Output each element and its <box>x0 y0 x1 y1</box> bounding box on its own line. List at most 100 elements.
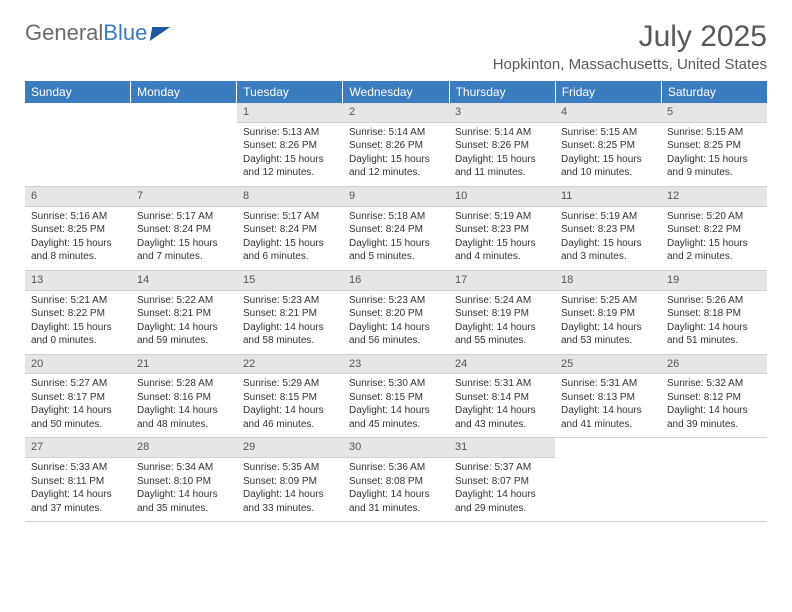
day-body: Sunrise: 5:23 AMSunset: 8:20 PMDaylight:… <box>343 291 449 354</box>
daylight-text: Daylight: 15 hours and 0 minutes. <box>31 321 125 348</box>
sunset-text: Sunset: 8:24 PM <box>137 223 231 237</box>
day-cell: 15Sunrise: 5:23 AMSunset: 8:21 PMDayligh… <box>237 271 343 354</box>
header: GeneralBlue July 2025 Hopkinton, Massach… <box>25 20 767 73</box>
day-cell: 6Sunrise: 5:16 AMSunset: 8:25 PMDaylight… <box>25 187 131 270</box>
daylight-text: Daylight: 14 hours and 48 minutes. <box>137 404 231 431</box>
day-cell: 16Sunrise: 5:23 AMSunset: 8:20 PMDayligh… <box>343 271 449 354</box>
sunset-text: Sunset: 8:25 PM <box>667 139 761 153</box>
day-body: Sunrise: 5:21 AMSunset: 8:22 PMDaylight:… <box>25 291 131 354</box>
day-cell: 7Sunrise: 5:17 AMSunset: 8:24 PMDaylight… <box>131 187 237 270</box>
sunset-text: Sunset: 8:16 PM <box>137 391 231 405</box>
calendar: SundayMondayTuesdayWednesdayThursdayFrid… <box>25 81 767 522</box>
sunset-text: Sunset: 8:25 PM <box>31 223 125 237</box>
sunset-text: Sunset: 8:07 PM <box>455 475 549 489</box>
sunset-text: Sunset: 8:21 PM <box>137 307 231 321</box>
daylight-text: Daylight: 15 hours and 12 minutes. <box>349 153 443 180</box>
daylight-text: Daylight: 15 hours and 7 minutes. <box>137 237 231 264</box>
day-number: 5 <box>661 103 767 123</box>
day-number: 25 <box>555 355 661 375</box>
sunrise-text: Sunrise: 5:30 AM <box>349 377 443 391</box>
sunrise-text: Sunrise: 5:17 AM <box>243 210 337 224</box>
day-header-cell: Saturday <box>662 81 767 103</box>
day-number: 13 <box>25 271 131 291</box>
day-cell: 31Sunrise: 5:37 AMSunset: 8:07 PMDayligh… <box>449 438 555 521</box>
day-cell: 14Sunrise: 5:22 AMSunset: 8:21 PMDayligh… <box>131 271 237 354</box>
day-body: Sunrise: 5:16 AMSunset: 8:25 PMDaylight:… <box>25 207 131 270</box>
sunrise-text: Sunrise: 5:19 AM <box>455 210 549 224</box>
day-number: 29 <box>237 438 343 458</box>
daylight-text: Daylight: 15 hours and 5 minutes. <box>349 237 443 264</box>
day-cell <box>555 438 661 521</box>
daylight-text: Daylight: 14 hours and 29 minutes. <box>455 488 549 515</box>
day-cell: 13Sunrise: 5:21 AMSunset: 8:22 PMDayligh… <box>25 271 131 354</box>
day-body: Sunrise: 5:33 AMSunset: 8:11 PMDaylight:… <box>25 458 131 521</box>
day-number: 23 <box>343 355 449 375</box>
sunset-text: Sunset: 8:08 PM <box>349 475 443 489</box>
day-cell: 24Sunrise: 5:31 AMSunset: 8:14 PMDayligh… <box>449 355 555 438</box>
day-cell: 29Sunrise: 5:35 AMSunset: 8:09 PMDayligh… <box>237 438 343 521</box>
day-body: Sunrise: 5:18 AMSunset: 8:24 PMDaylight:… <box>343 207 449 270</box>
daylight-text: Daylight: 14 hours and 51 minutes. <box>667 321 761 348</box>
brand-logo: GeneralBlue <box>25 20 169 46</box>
daylight-text: Daylight: 14 hours and 53 minutes. <box>561 321 655 348</box>
daylight-text: Daylight: 15 hours and 11 minutes. <box>455 153 549 180</box>
day-cell <box>661 438 767 521</box>
day-body: Sunrise: 5:35 AMSunset: 8:09 PMDaylight:… <box>237 458 343 521</box>
sunset-text: Sunset: 8:14 PM <box>455 391 549 405</box>
day-body: Sunrise: 5:19 AMSunset: 8:23 PMDaylight:… <box>555 207 661 270</box>
day-body: Sunrise: 5:19 AMSunset: 8:23 PMDaylight:… <box>449 207 555 270</box>
triangle-icon <box>150 27 170 41</box>
day-cell: 22Sunrise: 5:29 AMSunset: 8:15 PMDayligh… <box>237 355 343 438</box>
day-body: Sunrise: 5:14 AMSunset: 8:26 PMDaylight:… <box>343 123 449 186</box>
day-body: Sunrise: 5:31 AMSunset: 8:14 PMDaylight:… <box>449 374 555 437</box>
day-body: Sunrise: 5:24 AMSunset: 8:19 PMDaylight:… <box>449 291 555 354</box>
sunrise-text: Sunrise: 5:36 AM <box>349 461 443 475</box>
day-body: Sunrise: 5:36 AMSunset: 8:08 PMDaylight:… <box>343 458 449 521</box>
day-number: 18 <box>555 271 661 291</box>
sunset-text: Sunset: 8:19 PM <box>455 307 549 321</box>
day-number: 16 <box>343 271 449 291</box>
sunset-text: Sunset: 8:24 PM <box>243 223 337 237</box>
day-cell: 12Sunrise: 5:20 AMSunset: 8:22 PMDayligh… <box>661 187 767 270</box>
daylight-text: Daylight: 15 hours and 3 minutes. <box>561 237 655 264</box>
day-cell: 21Sunrise: 5:28 AMSunset: 8:16 PMDayligh… <box>131 355 237 438</box>
sunrise-text: Sunrise: 5:14 AM <box>349 126 443 140</box>
sunset-text: Sunset: 8:13 PM <box>561 391 655 405</box>
day-body: Sunrise: 5:27 AMSunset: 8:17 PMDaylight:… <box>25 374 131 437</box>
day-body: Sunrise: 5:30 AMSunset: 8:15 PMDaylight:… <box>343 374 449 437</box>
sunrise-text: Sunrise: 5:24 AM <box>455 294 549 308</box>
daylight-text: Daylight: 15 hours and 4 minutes. <box>455 237 549 264</box>
day-cell: 3Sunrise: 5:14 AMSunset: 8:26 PMDaylight… <box>449 103 555 186</box>
sunset-text: Sunset: 8:10 PM <box>137 475 231 489</box>
daylight-text: Daylight: 14 hours and 39 minutes. <box>667 404 761 431</box>
sunrise-text: Sunrise: 5:23 AM <box>349 294 443 308</box>
brand-word1: General <box>25 20 103 46</box>
day-body: Sunrise: 5:15 AMSunset: 8:25 PMDaylight:… <box>555 123 661 186</box>
day-body: Sunrise: 5:26 AMSunset: 8:18 PMDaylight:… <box>661 291 767 354</box>
sunset-text: Sunset: 8:25 PM <box>561 139 655 153</box>
day-number: 22 <box>237 355 343 375</box>
daylight-text: Daylight: 15 hours and 12 minutes. <box>243 153 337 180</box>
daylight-text: Daylight: 14 hours and 33 minutes. <box>243 488 337 515</box>
day-cell <box>131 103 237 186</box>
day-body: Sunrise: 5:29 AMSunset: 8:15 PMDaylight:… <box>237 374 343 437</box>
day-number: 17 <box>449 271 555 291</box>
day-cell: 11Sunrise: 5:19 AMSunset: 8:23 PMDayligh… <box>555 187 661 270</box>
daylight-text: Daylight: 14 hours and 59 minutes. <box>137 321 231 348</box>
day-number: 9 <box>343 187 449 207</box>
week-row: 20Sunrise: 5:27 AMSunset: 8:17 PMDayligh… <box>25 355 767 439</box>
sunset-text: Sunset: 8:18 PM <box>667 307 761 321</box>
day-number: 4 <box>555 103 661 123</box>
day-body: Sunrise: 5:17 AMSunset: 8:24 PMDaylight:… <box>237 207 343 270</box>
day-number: 7 <box>131 187 237 207</box>
brand-word2: Blue <box>103 20 147 46</box>
week-row: 13Sunrise: 5:21 AMSunset: 8:22 PMDayligh… <box>25 271 767 355</box>
daylight-text: Daylight: 14 hours and 50 minutes. <box>31 404 125 431</box>
sunrise-text: Sunrise: 5:37 AM <box>455 461 549 475</box>
day-number: 2 <box>343 103 449 123</box>
daylight-text: Daylight: 14 hours and 58 minutes. <box>243 321 337 348</box>
sunset-text: Sunset: 8:24 PM <box>349 223 443 237</box>
sunrise-text: Sunrise: 5:26 AM <box>667 294 761 308</box>
sunrise-text: Sunrise: 5:20 AM <box>667 210 761 224</box>
day-body: Sunrise: 5:34 AMSunset: 8:10 PMDaylight:… <box>131 458 237 521</box>
